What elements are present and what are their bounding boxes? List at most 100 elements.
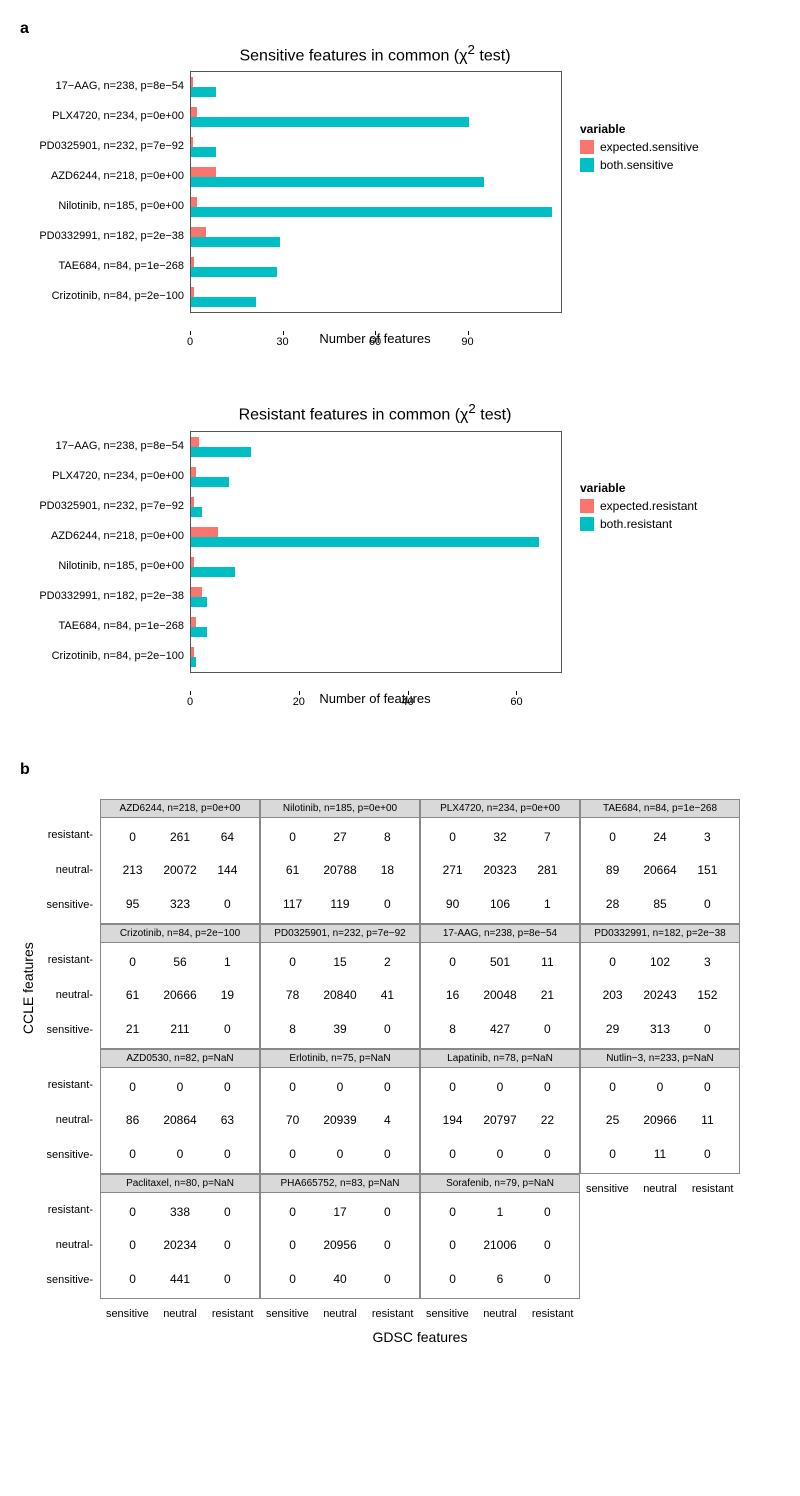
facet-cell: 20797 bbox=[483, 1113, 516, 1127]
bar-both bbox=[191, 477, 229, 487]
facet-cell: 0 bbox=[449, 1272, 456, 1286]
facet-cell: 20666 bbox=[163, 988, 196, 1002]
facet-y-label: sensitive- bbox=[41, 1013, 97, 1048]
facet: TAE684, n=84, p=1e−268024389206641512885… bbox=[580, 799, 740, 924]
facet: Nilotinib, n=185, p=0e+00027861207881811… bbox=[260, 799, 420, 924]
facet: Erlotinib, n=75, p=NaN00070209394000 bbox=[260, 1049, 420, 1174]
facet-cell: 203 bbox=[603, 988, 623, 1002]
facet-x-label: neutral bbox=[314, 1308, 367, 1320]
facet: Crizotinib, n=84, p=2e−10005616120666192… bbox=[100, 924, 260, 1049]
facet-y-label: neutral- bbox=[41, 978, 97, 1013]
y-axis-label: PD0332991, n=182, p=2e−38 bbox=[20, 581, 190, 611]
facet-cell: 0 bbox=[449, 830, 456, 844]
facet-cell: 0 bbox=[449, 1147, 456, 1161]
facet-y-label: neutral- bbox=[41, 1228, 97, 1263]
facet-cell: 0 bbox=[224, 1238, 231, 1252]
facet-body: 01527820840418390 bbox=[260, 943, 420, 1049]
facet-cell: 16 bbox=[446, 988, 459, 1002]
x-tick-label: 20 bbox=[293, 696, 305, 708]
facet-cell: 281 bbox=[537, 863, 557, 877]
bar-both bbox=[191, 537, 539, 547]
facet-x-label: resistant bbox=[686, 1183, 739, 1195]
facet-cell: 313 bbox=[650, 1022, 670, 1036]
y-axis-label: AZD6244, n=218, p=0e+00 bbox=[20, 161, 190, 191]
facet-cell: 25 bbox=[606, 1113, 619, 1127]
facet-cell: 117 bbox=[283, 897, 302, 911]
facet-cell: 0 bbox=[289, 1147, 296, 1161]
facet-cell: 0 bbox=[609, 830, 616, 844]
facet-y-label: resistant- bbox=[41, 1193, 97, 1228]
facet-body: 00070209394000 bbox=[260, 1068, 420, 1174]
bar-both bbox=[191, 507, 202, 517]
legend-swatch bbox=[580, 517, 594, 531]
legend: variableexpected.resistantboth.resistant bbox=[580, 481, 697, 535]
legend-swatch bbox=[580, 499, 594, 513]
bar-expected bbox=[191, 287, 194, 297]
facet-cell: 0 bbox=[129, 1205, 136, 1219]
facet-cell: 11 bbox=[654, 1147, 666, 1161]
facet-cell: 28 bbox=[606, 897, 619, 911]
facet-header: Nutlin−3, n=233, p=NaN bbox=[580, 1049, 740, 1068]
facet-cell: 213 bbox=[123, 863, 143, 877]
y-axis-label: PD0325901, n=232, p=7e−92 bbox=[20, 131, 190, 161]
y-axis-label: PLX4720, n=234, p=0e+00 bbox=[20, 461, 190, 491]
facet-body: 02616421320072144953230resistant-neutral… bbox=[100, 818, 260, 924]
bar-both bbox=[191, 267, 277, 277]
facet-cell: 6 bbox=[497, 1272, 504, 1286]
facet: Lapatinib, n=78, p=NaN0001942079722000 bbox=[420, 1049, 580, 1174]
facet: PD0325901, n=232, p=7e−92015278208404183… bbox=[260, 924, 420, 1049]
legend-title: variable bbox=[580, 122, 699, 136]
facet-cell: 0 bbox=[704, 1147, 711, 1161]
facet-cell: 0 bbox=[224, 1272, 231, 1286]
legend-label: expected.sensitive bbox=[600, 140, 699, 154]
bar-both bbox=[191, 657, 196, 667]
facet-cell: 7 bbox=[544, 830, 551, 844]
bar-expected bbox=[191, 617, 196, 627]
bar-expected bbox=[191, 497, 194, 507]
facet-cell: 427 bbox=[490, 1022, 510, 1036]
facet-body: 0561612066619212110resistant-neutral-sen… bbox=[100, 943, 260, 1049]
facet-header: TAE684, n=84, p=1e−268 bbox=[580, 799, 740, 818]
facet-cell: 152 bbox=[697, 988, 717, 1002]
facet-cell: 2 bbox=[384, 955, 391, 969]
x-tick-label: 0 bbox=[187, 336, 193, 348]
facet-header: PD0325901, n=232, p=7e−92 bbox=[260, 924, 420, 943]
panel-b: CCLE features AZD6244, n=218, p=0e+00026… bbox=[20, 799, 780, 1345]
facet-cell: 0 bbox=[224, 897, 231, 911]
facet-cell: 64 bbox=[221, 830, 234, 844]
facet-cell: 0 bbox=[129, 830, 136, 844]
bar-both bbox=[191, 237, 280, 247]
facet-cell: 20234 bbox=[163, 1238, 196, 1252]
facet-cell: 1 bbox=[497, 1205, 504, 1219]
facet-header: Nilotinib, n=185, p=0e+00 bbox=[260, 799, 420, 818]
facet-cell: 8 bbox=[449, 1022, 456, 1036]
facet-cell: 41 bbox=[381, 988, 394, 1002]
facet-cell: 90 bbox=[446, 897, 459, 911]
facet-cell: 11 bbox=[701, 1113, 713, 1127]
facet-cell: 56 bbox=[173, 955, 186, 969]
facet-body: 02786120788181171190 bbox=[260, 818, 420, 924]
facet-body: 000862086463000resistant-neutral-sensiti… bbox=[100, 1068, 260, 1174]
facet-x-label: sensitive bbox=[421, 1308, 474, 1320]
x-axis-title: Number of features bbox=[190, 691, 560, 706]
facet-cell: 0 bbox=[544, 1238, 551, 1252]
facet-x-label: neutral bbox=[634, 1183, 687, 1195]
y-axis-label: Nilotinib, n=185, p=0e+00 bbox=[20, 551, 190, 581]
bar-expected bbox=[191, 557, 194, 567]
facet-cell: 194 bbox=[443, 1113, 463, 1127]
facet: PLX4720, n=234, p=0e+0003272712032328190… bbox=[420, 799, 580, 924]
bar-both bbox=[191, 297, 256, 307]
facet-cell: 106 bbox=[490, 897, 510, 911]
facet-cell: 22 bbox=[541, 1113, 554, 1127]
bar-both bbox=[191, 117, 469, 127]
facet-cell: 0 bbox=[289, 1238, 296, 1252]
facet-cell: 0 bbox=[289, 1080, 296, 1094]
y-axis-label: PD0332991, n=182, p=2e−38 bbox=[20, 221, 190, 251]
facet: AZD6244, n=218, p=0e+0002616421320072144… bbox=[100, 799, 260, 924]
bar-expected bbox=[191, 527, 218, 537]
facet-cell: 0 bbox=[129, 1238, 136, 1252]
facet-cell: 0 bbox=[177, 1080, 184, 1094]
bar-expected bbox=[191, 197, 197, 207]
legend-label: both.sensitive bbox=[600, 158, 673, 172]
facet-cell: 20840 bbox=[323, 988, 356, 1002]
